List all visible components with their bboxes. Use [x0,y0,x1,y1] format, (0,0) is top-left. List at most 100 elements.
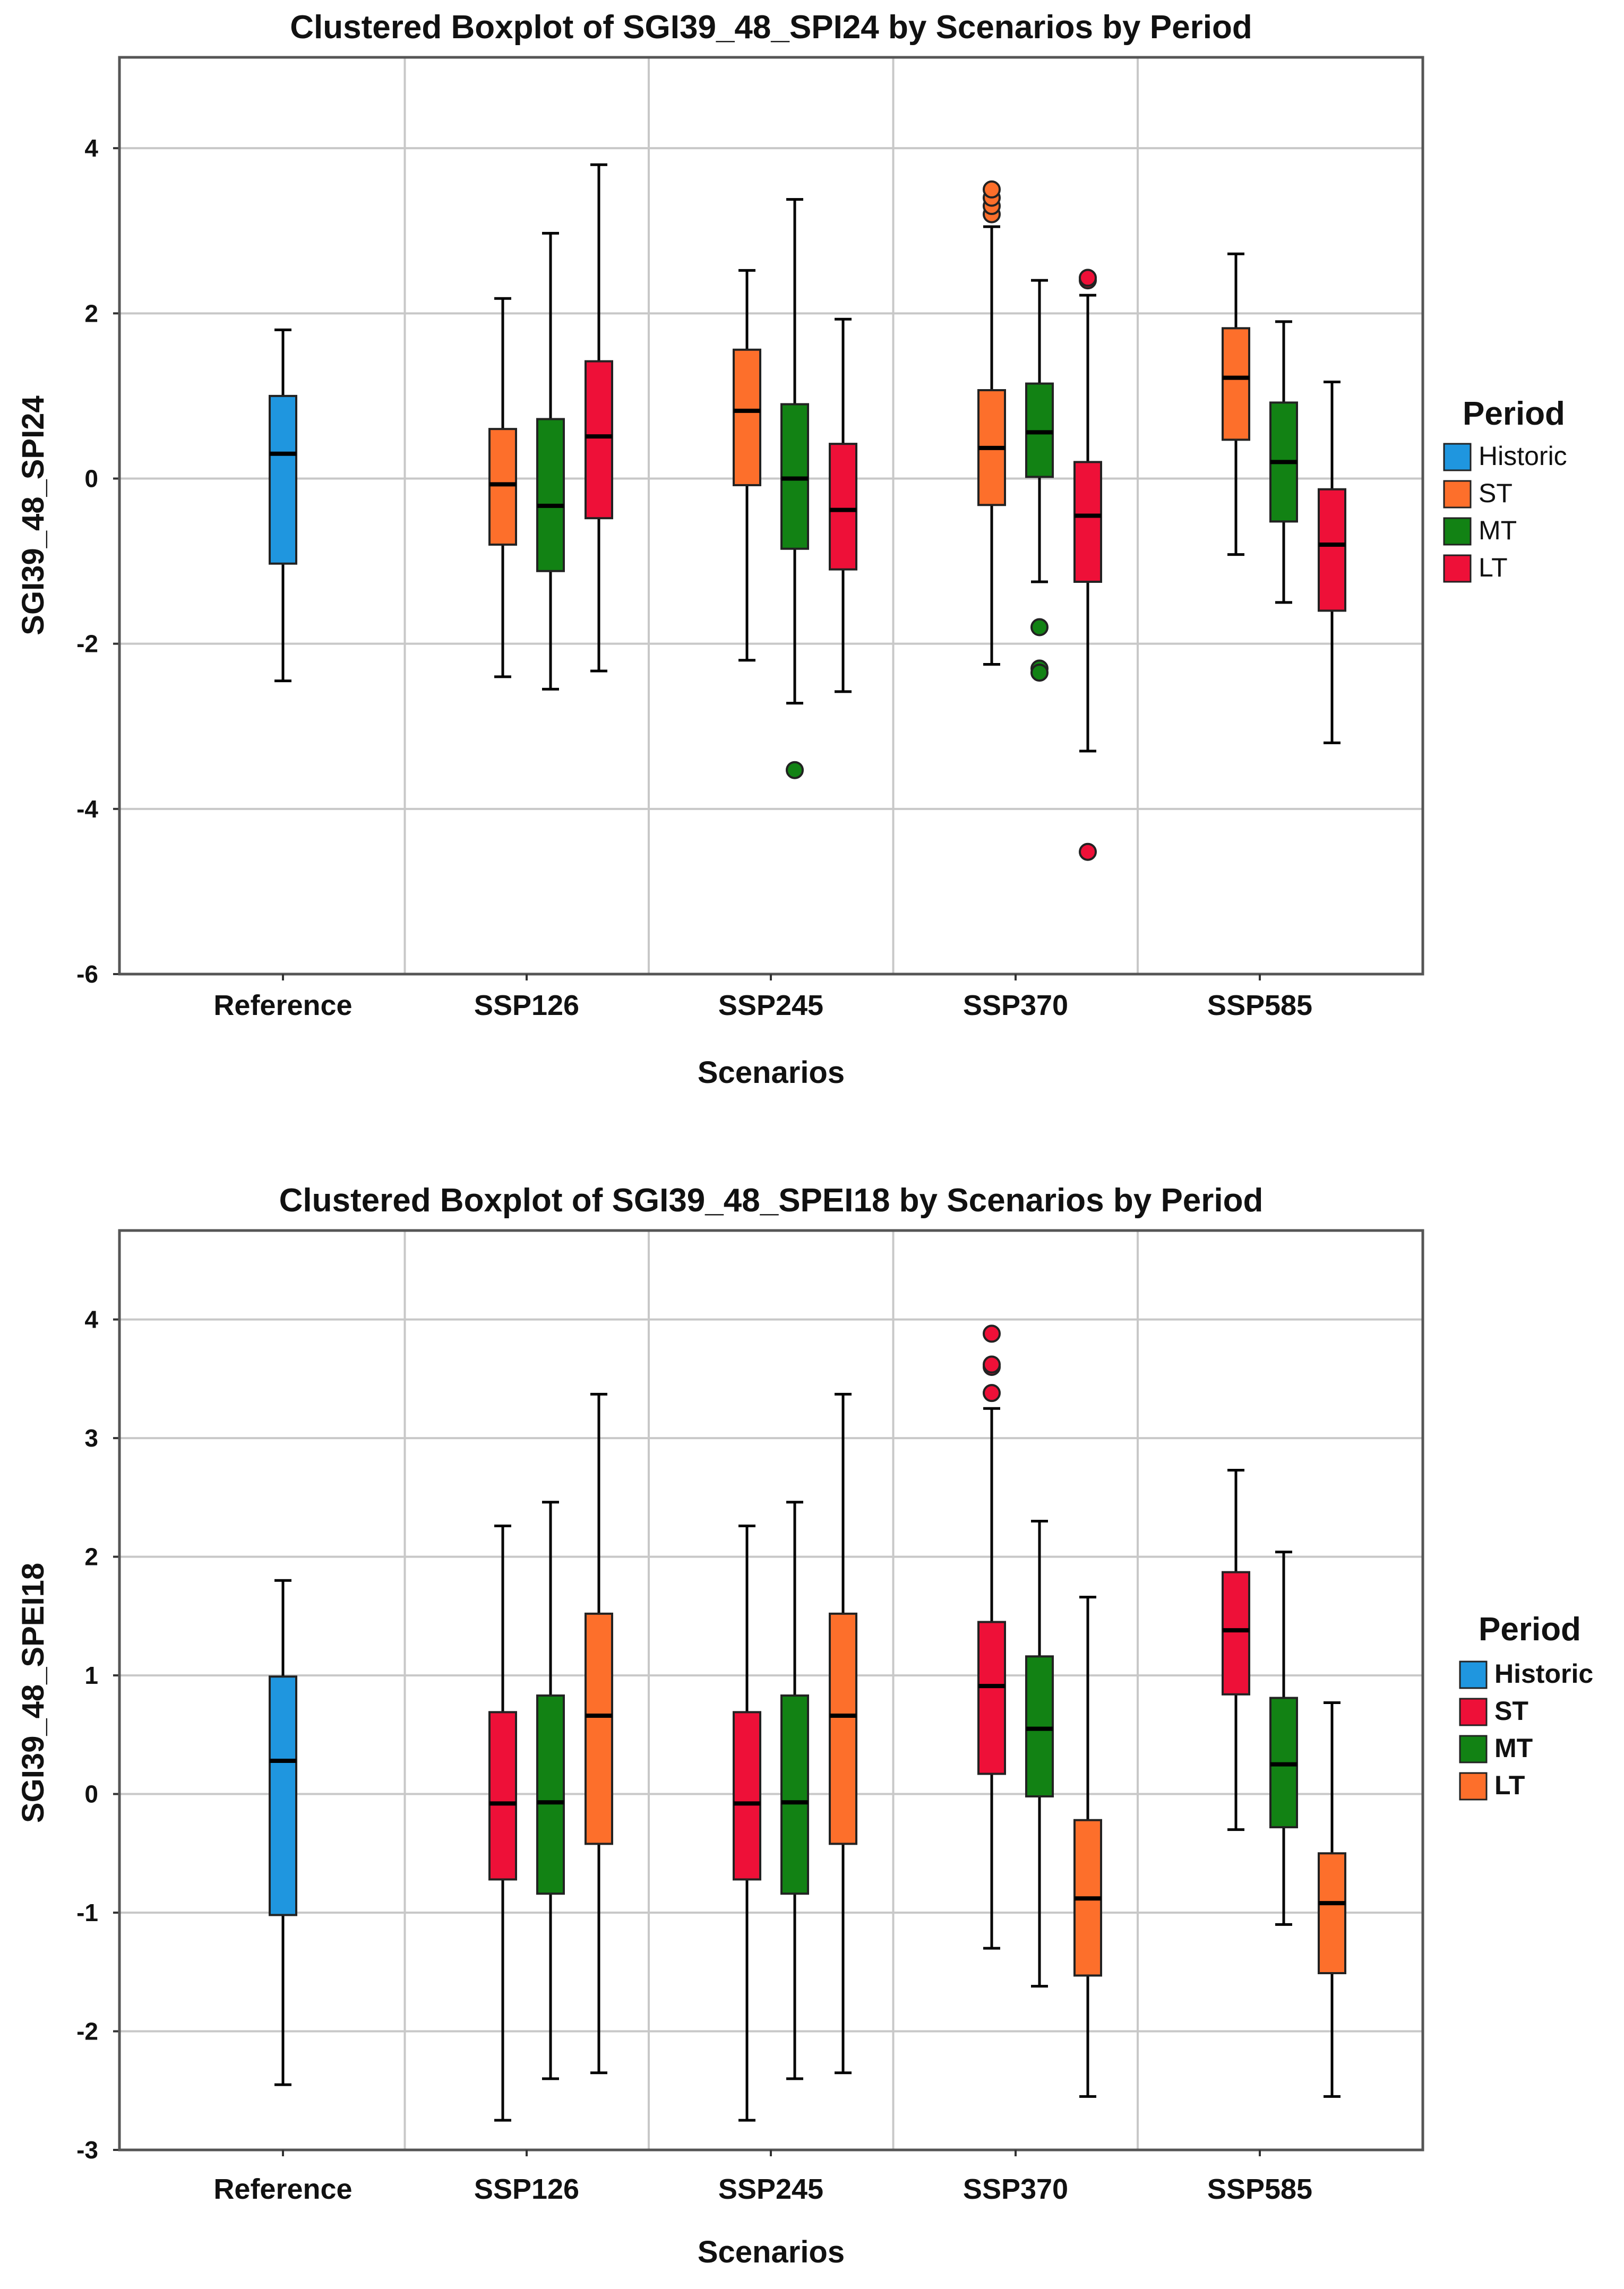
box-iqr [269,394,297,565]
box-lt-ssp245 [829,1392,857,2075]
box-lt-ssp370 [1073,1596,1102,2098]
box-st-ssp126 [488,1524,517,2122]
chart-title: Clustered Boxplot of SGI39_48_SPEI18 by … [279,1182,1264,1219]
x-category-label: SSP585 [1207,2173,1312,2205]
x-category-label: SSP585 [1207,989,1312,1021]
box-iqr [585,360,613,520]
box-mt-ssp245 [780,198,809,779]
legend: Period Historic ST MT LT [1443,395,1567,583]
box-iqr [269,1675,297,1916]
outlier-point [1079,269,1097,287]
box-lt-ssp585 [1318,380,1346,744]
boxplot-chart-1: Clustered Boxplot of SGI39_48_SPI24 by S… [16,9,1567,1090]
box-st-ssp245 [733,269,761,662]
legend-title: Period [1479,1611,1581,1648]
boxplot-chart-2: Clustered Boxplot of SGI39_48_SPEI18 by … [16,1182,1593,2269]
box-st-ssp126 [488,297,517,678]
legend-label: MT [1479,515,1517,545]
legend-label: ST [1479,478,1513,508]
x-category-label: SSP126 [474,989,579,1021]
box-iqr [488,1711,517,1881]
box-iqr [488,428,517,546]
x-category-label: SSP245 [718,989,823,1021]
box-iqr [733,1711,761,1881]
box-lt-ssp370 [1073,269,1102,861]
x-category-label: SSP126 [474,2173,579,2205]
box-iqr [1073,461,1102,583]
outlier-point [1030,618,1049,636]
y-axis-title: SGI39_48_SPI24 [16,395,50,635]
legend-title: Period [1463,395,1565,432]
box-iqr [1222,1571,1250,1696]
x-category-label: SSP370 [963,989,1068,1021]
outlier-point [983,180,1001,199]
x-axis-title: Scenarios [698,2235,845,2269]
y-tick-label: 4 [84,134,98,162]
box-mt-ssp370 [1025,279,1054,682]
legend-label: ST [1494,1696,1528,1726]
box-st-ssp585 [1222,252,1250,556]
box-mt-ssp370 [1025,1520,1054,1988]
box-lt-ssp245 [829,317,857,693]
box-iqr [977,1621,1006,1775]
outlier-point [983,1355,1001,1374]
box-iqr [1025,1655,1054,1798]
y-tick-label: -2 [76,630,98,658]
outlier-point [983,1324,1001,1343]
y-tick-label: -4 [76,795,98,823]
box-lt-ssp126 [585,163,613,673]
legend-swatch [1459,1698,1488,1726]
box-mt-ssp585 [1269,320,1298,604]
box-mt-ssp585 [1269,1551,1298,1926]
x-category-label: SSP245 [718,2173,823,2205]
plot-area [119,57,1423,974]
box-iqr [1318,488,1346,612]
outlier-point [983,1384,1001,1402]
box-mt-ssp126 [536,231,565,691]
legend-swatch [1443,554,1472,583]
y-tick-label: 0 [84,1780,98,1808]
box-lt-ssp126 [585,1392,613,2075]
box-iqr [536,418,565,572]
y-tick-label: -1 [76,1899,98,1926]
legend-label: MT [1494,1733,1533,1763]
box-iqr [536,1694,565,1895]
x-category-label: Reference [213,2173,352,2205]
box-lt-ssp585 [1318,1701,1346,2098]
box-st-ssp370 [977,180,1006,666]
x-category-label: Reference [213,989,352,1021]
box-iqr [585,1612,613,1845]
y-tick-label: 3 [84,1424,98,1452]
box-st-ssp585 [1222,1468,1250,1831]
legend-swatch [1443,480,1472,509]
outlier-point [786,761,804,779]
box-mt-ssp126 [536,1501,565,2080]
legend: Period Historic ST MT LT [1459,1611,1593,1801]
box-mt-ssp245 [780,1501,809,2080]
legend-swatch [1443,443,1472,471]
box-iqr [1318,1852,1346,1975]
y-tick-label: 2 [84,1543,98,1571]
legend-swatch [1459,1735,1488,1763]
y-tick-label: -6 [76,960,98,988]
y-tick-label: -2 [76,2018,98,2045]
chart-title: Clustered Boxplot of SGI39_48_SPI24 by S… [290,9,1252,46]
box-historic-reference [269,328,297,683]
legend-label: LT [1479,553,1508,582]
legend-label: Historic [1494,1659,1593,1689]
box-iqr [733,348,761,486]
y-tick-label: 4 [84,1306,98,1333]
box-iqr [1222,327,1250,441]
legend-swatch [1459,1772,1488,1801]
box-st-ssp245 [733,1524,761,2122]
box-iqr [829,443,857,571]
box-historic-reference [269,1579,297,2086]
box-st-ssp370 [977,1324,1006,1950]
x-axis-title: Scenarios [698,1055,845,1090]
legend-label: LT [1494,1770,1525,1800]
box-iqr [829,1612,857,1845]
outlier-point [1030,664,1049,682]
outlier-point [1079,842,1097,861]
y-tick-label: 2 [84,299,98,327]
